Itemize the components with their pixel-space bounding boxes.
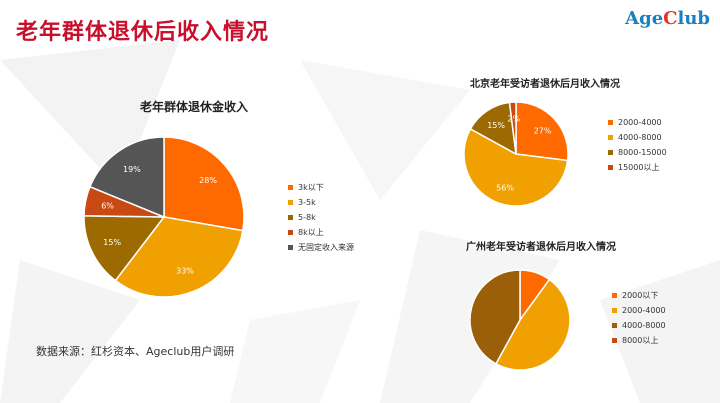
pie-slice-2-2 <box>469 269 521 365</box>
legend-label: 3-5k <box>298 198 316 207</box>
legend-item-0-2: 5-8k <box>288 210 354 225</box>
pie-slice-1-2 <box>469 101 517 156</box>
chart-title-guangzhou-income: 广州老年受访者退休后月收入情况 <box>466 242 616 253</box>
legend-swatch <box>288 200 293 205</box>
brand-logo: AgeClub <box>625 8 710 29</box>
legend-swatch <box>608 150 613 155</box>
legend-item-1-2: 8000-15000 <box>608 145 667 160</box>
legend-swatch <box>288 230 293 235</box>
legend-swatch <box>608 135 613 140</box>
chart-title-beijing-income: 北京老年受访者退休后月收入情况 <box>470 79 620 90</box>
legend-swatch <box>612 323 617 328</box>
pie-slice-2-1 <box>494 278 571 371</box>
legend-item-1-1: 4000-8000 <box>608 130 667 145</box>
pie-slice-label-1-1: 56% <box>496 184 514 193</box>
legend-item-1-0: 2000-4000 <box>608 115 667 130</box>
legend-item-2-1: 2000-4000 <box>612 303 666 318</box>
legend-label: 3k以下 <box>298 183 324 192</box>
legend-label: 8k以上 <box>298 228 324 237</box>
legend-label: 8000-15000 <box>618 148 667 157</box>
pie-slice-label-0-2: 15% <box>103 238 121 247</box>
pie-slice-0-2 <box>83 214 166 282</box>
legend-item-0-4: 无固定收入来源 <box>288 240 354 255</box>
page-title: 老年群体退休后收入情况 <box>16 20 270 45</box>
pie-slice-label-0-1: 33% <box>176 267 194 276</box>
legend-item-1-3: 15000以上 <box>608 160 667 175</box>
legend-item-2-3: 8000以上 <box>612 333 666 348</box>
legend-item-0-3: 8k以上 <box>288 225 354 240</box>
legend-label: 15000以上 <box>618 163 660 172</box>
pie-slice-label-0-0: 28% <box>199 176 217 185</box>
legend-label: 5-8k <box>298 213 316 222</box>
pie-slice-1-3 <box>508 101 517 155</box>
legend-item-0-1: 3-5k <box>288 195 354 210</box>
legend-swatch <box>288 215 293 220</box>
legend-swatch <box>608 165 613 170</box>
pie-slice-label-0-3: 6% <box>101 201 114 210</box>
legend-item-0-0: 3k以下 <box>288 180 354 195</box>
legend-label: 无固定收入来源 <box>298 243 354 252</box>
legend-label: 2000-4000 <box>622 306 666 315</box>
pie-slice-label-1-0: 27% <box>534 127 552 136</box>
legend-swatch <box>612 308 617 313</box>
legend-swatch <box>612 293 617 298</box>
legend-retirement-pension: 3k以下 3-5k 5-8k 8k以上无固定收入来源 <box>288 180 354 255</box>
pie-slice-1-1 <box>463 127 569 207</box>
chart-title-retirement-pension: 老年群体退休金收入 <box>140 100 249 114</box>
pie-slice-0-1 <box>114 216 244 298</box>
legend-label: 8000以上 <box>622 336 659 345</box>
pie-slice-label-1-2: 15% <box>487 121 505 130</box>
source-note: 数据来源：红杉资本、Ageclub用户调研 <box>36 345 235 358</box>
legend-guangzhou-income: 2000以下 2000-4000 4000-8000 8000以上 <box>612 288 666 348</box>
pie-slice-0-0 <box>163 136 245 232</box>
pie-slice-1-0 <box>515 101 569 162</box>
legend-swatch <box>612 338 617 343</box>
legend-swatch <box>608 120 613 125</box>
legend-label: 2000-4000 <box>618 118 662 127</box>
legend-swatch <box>288 245 293 250</box>
legend-label: 4000-8000 <box>618 133 662 142</box>
pie-slice-label-0-4: 19% <box>123 165 141 174</box>
legend-beijing-income: 2000-4000 4000-8000 8000-15000 15000以上 <box>608 115 667 175</box>
pie-slice-label-1-3: 2% <box>507 115 520 124</box>
legend-label: 4000-8000 <box>622 321 666 330</box>
legend-label: 2000以下 <box>622 291 659 300</box>
legend-item-2-0: 2000以下 <box>612 288 666 303</box>
legend-item-2-2: 4000-8000 <box>612 318 666 333</box>
legend-swatch <box>288 185 293 190</box>
pie-slice-0-4 <box>88 136 165 219</box>
